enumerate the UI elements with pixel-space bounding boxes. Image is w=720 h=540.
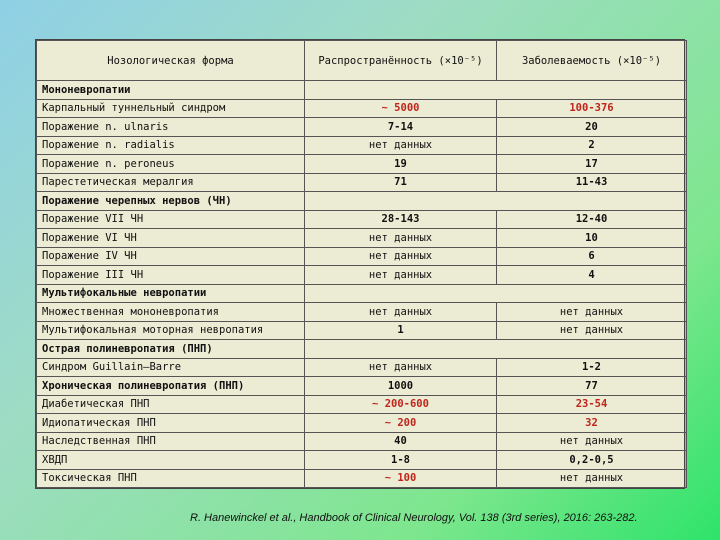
incidence-cell: 0,2-0,5 (496, 450, 687, 470)
table-row: Поражение IV ЧН нет данных 6 (36, 246, 687, 266)
table-row: Токсическая ПНП ~ 100 нет данных (36, 468, 687, 488)
section-empty-cell (304, 283, 687, 303)
incidence-cell: 20 (496, 117, 687, 137)
incidence-cell: 11-43 (496, 172, 687, 192)
table-header-row: Нозологическая форма Распространённость … (36, 40, 687, 81)
table-row: Карпальный туннельный синдром ~ 5000 100-3… (36, 98, 687, 118)
table-row: ХВДП 1-8 0,2-0,5 (36, 450, 687, 470)
row-label: Идиопатическая ПНП (36, 413, 305, 433)
table-row: Мультифокальная моторная невропатия 1 нет … (36, 320, 687, 340)
prevalence-cell: ~ 5000 (304, 98, 497, 118)
section-label: Острая полиневропатия (ПНП) (36, 339, 305, 359)
incidence-cell: 12-40 (496, 209, 687, 229)
prevalence-cell: 1 (304, 320, 497, 340)
incidence-cell: 10 (496, 228, 687, 248)
incidence-cell: 32 (496, 413, 687, 433)
row-label: Хроническая полиневропатия (ПНП) (36, 376, 305, 396)
row-label: Поражение VII ЧН (36, 209, 305, 229)
incidence-cell: 4 (496, 265, 687, 285)
row-label: Поражение III ЧН (36, 265, 305, 285)
prevalence-cell: 28-143 (304, 209, 497, 229)
prevalence-cell: нет данных (304, 246, 497, 266)
prevalence-cell: нет данных (304, 265, 497, 285)
section-header-row: Мононевропатии (36, 80, 687, 100)
row-label: ХВДП (36, 450, 305, 470)
incidence-cell: 23-54 (496, 394, 687, 414)
row-label: Парестетическая мералгия (36, 172, 305, 192)
table-row: Поражение n. peroneus 19 17 (36, 154, 687, 174)
incidence-cell: нет данных (496, 320, 687, 340)
row-label: Синдром Guillain–Barre (36, 357, 305, 377)
row-label: Карпальный туннельный синдром (36, 98, 305, 118)
row-label: Поражение IV ЧН (36, 246, 305, 266)
row-label: Поражение n. radialis (36, 135, 305, 155)
row-label: Токсическая ПНП (36, 468, 305, 488)
section-empty-cell (304, 339, 687, 359)
epidemiology-table: Нозологическая форма Распространённость … (35, 39, 687, 489)
prevalence-cell: нет данных (304, 302, 497, 322)
prevalence-cell: ~ 200 (304, 413, 497, 433)
section-header-row: Поражение черепных нервов (ЧН) (36, 191, 687, 211)
table-body: Нозологическая форма Распространённость … (36, 40, 687, 488)
table-row: Диабетическая ПНП ~ 200-600 23-54 (36, 394, 687, 414)
section-header-row: Мультифокальные невропатии (36, 283, 687, 303)
section-empty-cell (304, 191, 687, 211)
header-incidence: Заболеваемость (×10⁻⁵) (496, 40, 687, 81)
prevalence-cell: нет данных (304, 135, 497, 155)
incidence-cell: 6 (496, 246, 687, 266)
row-label: Диабетическая ПНП (36, 394, 305, 414)
prevalence-cell: 7-14 (304, 117, 497, 137)
table-row: Наследственная ПНП 40 нет данных (36, 431, 687, 451)
incidence-cell: 77 (496, 376, 687, 396)
prevalence-cell: 1-8 (304, 450, 497, 470)
table-row: Хроническая полиневропатия (ПНП) 1000 77 (36, 376, 687, 396)
incidence-cell: нет данных (496, 468, 687, 488)
table-row: Поражение n. ulnaris 7-14 20 (36, 117, 687, 137)
table-row: Идиопатическая ПНП ~ 200 32 (36, 413, 687, 433)
table-row: Поражение n. radialis нет данных 2 (36, 135, 687, 155)
prevalence-cell: нет данных (304, 357, 497, 377)
table-row: Поражение VII ЧН 28-143 12-40 (36, 209, 687, 229)
incidence-cell: 17 (496, 154, 687, 174)
table-row: Поражение III ЧН нет данных 4 (36, 265, 687, 285)
prevalence-cell: ~ 200-600 (304, 394, 497, 414)
prevalence-cell: нет данных (304, 228, 497, 248)
section-empty-cell (304, 80, 687, 100)
table-row: Множественная мононевропатия нет данных не… (36, 302, 687, 322)
incidence-cell: 2 (496, 135, 687, 155)
table-row: Поражение VI ЧН нет данных 10 (36, 228, 687, 248)
incidence-cell: 100-376 (496, 98, 687, 118)
row-label: Поражение n. peroneus (36, 154, 305, 174)
prevalence-cell: ~ 100 (304, 468, 497, 488)
incidence-cell: 1-2 (496, 357, 687, 377)
incidence-cell: нет данных (496, 302, 687, 322)
citation: R. Hanewinckel et al., Handbook of Clini… (190, 512, 638, 524)
section-header-row: Острая полиневропатия (ПНП) (36, 339, 687, 359)
section-label: Мононевропатии (36, 80, 305, 100)
header-nosological-form: Нозологическая форма (36, 40, 305, 81)
row-label: Поражение n. ulnaris (36, 117, 305, 137)
row-label: Наследственная ПНП (36, 431, 305, 451)
table-row: Парестетическая мералгия 71 11-43 (36, 172, 687, 192)
row-label: Множественная мононевропатия (36, 302, 305, 322)
section-label: Мультифокальные невропатии (36, 283, 305, 303)
prevalence-cell: 40 (304, 431, 497, 451)
prevalence-cell: 19 (304, 154, 497, 174)
table-row: Синдром Guillain–Barre нет данных 1-2 (36, 357, 687, 377)
row-label: Мультифокальная моторная невропатия (36, 320, 305, 340)
row-label: Поражение VI ЧН (36, 228, 305, 248)
incidence-cell: нет данных (496, 431, 687, 451)
prevalence-cell: 71 (304, 172, 497, 192)
prevalence-cell: 1000 (304, 376, 497, 396)
header-prevalence: Распространённость (×10⁻⁵) (304, 40, 497, 81)
section-label: Поражение черепных нервов (ЧН) (36, 191, 305, 211)
